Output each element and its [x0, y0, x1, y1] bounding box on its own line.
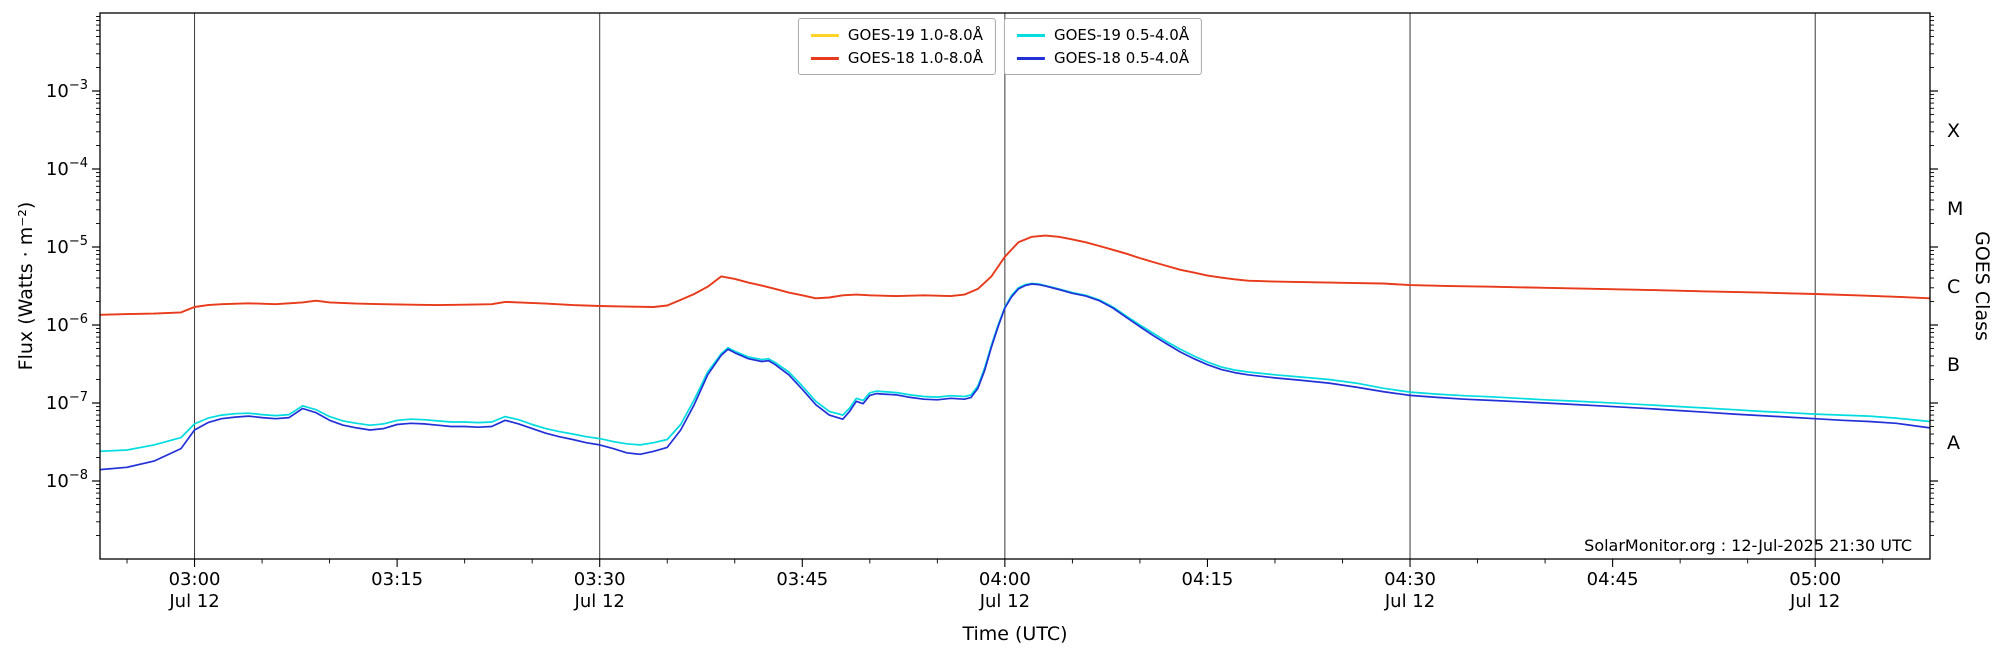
x-tick-label: 05:00 [1789, 569, 1841, 590]
legend-label-goes19-long: GOES-19 1.0-8.0Å [847, 26, 983, 44]
x-axis-label: Time (UTC) [962, 623, 1068, 645]
legend-swatch-goes19-short [1017, 33, 1045, 37]
legend-item-goes19-long: GOES-19 1.0-8.0Å [810, 26, 983, 44]
y-tick-label: 10−6 [46, 312, 88, 336]
series-line-goes19-short [100, 282, 1930, 453]
x-tick-label: 03:45 [776, 569, 828, 590]
goes-class-letter-c: C [1947, 276, 1960, 298]
series-line-goes18-short [100, 283, 1930, 471]
y-tick-label: 10−5 [46, 234, 88, 258]
x-tick-date-label: Jul 12 [574, 591, 625, 612]
x-tick-label: 04:00 [979, 569, 1031, 590]
series-line-goes18-long [100, 234, 1930, 316]
x-tick-label: 03:15 [371, 569, 423, 590]
series-lines [100, 234, 1930, 471]
plot-frame [99, 12, 1931, 560]
legend-label-goes18-short: GOES-18 0.5-4.0Å [1054, 49, 1190, 67]
y-axis-label: Flux (Watts · m⁻²) [15, 201, 37, 371]
goes-class-letter-m: M [1947, 198, 1963, 220]
x-gridlines [194, 13, 1816, 559]
legend-box-long-channel: GOES-19 1.0-8.0Å GOES-18 1.0-8.0Å [797, 18, 996, 75]
x-tick-date-label: Jul 12 [1789, 591, 1840, 612]
series-line-goes19-long [100, 234, 1930, 316]
legend-swatch-goes18-long [810, 56, 839, 60]
watermark-text: SolarMonitor.org : 12-Jul-2025 21:30 UTC [1584, 536, 1912, 555]
legend-item-goes19-short: GOES-19 0.5-4.0Å [1017, 26, 1189, 44]
goes-class-axis-label: GOES Class [1971, 231, 1993, 341]
x-tick-label: 04:15 [1182, 569, 1234, 590]
legend-label-goes18-long: GOES-18 1.0-8.0Å [847, 49, 983, 67]
y-tick-label: 10−7 [46, 390, 88, 414]
x-tick-label: 04:45 [1587, 569, 1639, 590]
legend-item-goes18-long: GOES-18 1.0-8.0Å [810, 49, 983, 67]
x-tick-date-label: Jul 12 [1384, 591, 1435, 612]
goes-class-letter-a: A [1947, 432, 1960, 454]
legend-box-short-channel: GOES-19 0.5-4.0Å GOES-18 0.5-4.0Å [1004, 18, 1203, 75]
x-tick-date-label: Jul 12 [168, 591, 219, 612]
legend-item-goes18-short: GOES-18 0.5-4.0Å [1017, 49, 1189, 67]
x-tick-date-label: Jul 12 [979, 591, 1030, 612]
legend-swatch-goes18-short [1017, 56, 1045, 60]
goes-class-letter-x: X [1947, 120, 1960, 142]
legend: GOES-19 1.0-8.0Å GOES-18 1.0-8.0Å GOES-1… [797, 18, 1203, 75]
goes-class-letter-b: B [1947, 354, 1960, 376]
goes-class-letters: X M C B A [1947, 120, 1963, 454]
y-tick-label: 10−8 [46, 468, 88, 492]
y-tick-label: 10−3 [46, 78, 88, 102]
x-tick-label: 03:30 [574, 569, 626, 590]
legend-label-goes19-short: GOES-19 0.5-4.0Å [1054, 26, 1190, 44]
x-tick-label: 04:30 [1384, 569, 1436, 590]
y-tick-label: 10−4 [46, 156, 88, 180]
x-tick-label: 03:00 [169, 569, 221, 590]
legend-swatch-goes19-long [810, 33, 839, 37]
